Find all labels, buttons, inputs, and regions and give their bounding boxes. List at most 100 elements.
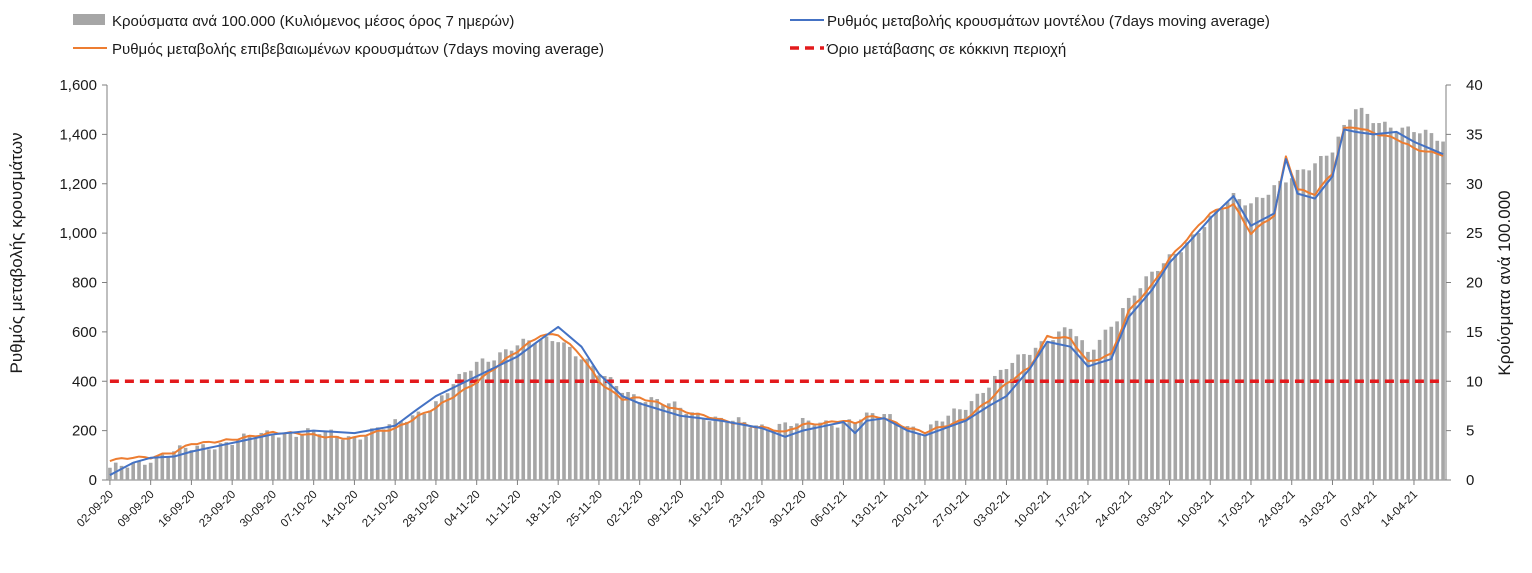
bar — [1388, 127, 1393, 481]
bar — [870, 413, 875, 480]
bar — [1103, 329, 1108, 480]
bar — [1278, 180, 1282, 480]
bar — [1412, 132, 1416, 480]
x-ticks: 02-09-20 09-09-20 16-09-20 23-09-20 30-09-20… — [75, 480, 1420, 530]
bar — [212, 449, 217, 480]
bar — [573, 356, 578, 480]
bar — [300, 434, 304, 480]
bar — [864, 412, 869, 480]
bar — [888, 414, 892, 480]
bar — [812, 425, 817, 480]
bar — [550, 341, 555, 480]
bar — [1150, 271, 1154, 480]
y-tick-label-right: 40 — [1466, 77, 1483, 94]
bar — [177, 445, 182, 480]
bar — [1249, 203, 1253, 480]
bar — [323, 431, 328, 480]
bar — [754, 425, 758, 480]
bar — [527, 340, 531, 480]
bar — [311, 429, 316, 480]
legend-item-confirmed: Ρυθμός μεταβολής επιβεβαιωμένων κρουσμάτ… — [73, 41, 604, 58]
bar — [1284, 182, 1288, 480]
bar — [666, 403, 671, 480]
bar — [486, 361, 491, 480]
x-tick-label: 07-10-20 — [279, 489, 320, 530]
y-tick-label-left: 1,400 — [59, 126, 97, 143]
y-tick-label-right: 25 — [1466, 225, 1483, 242]
bar — [1336, 136, 1341, 480]
bar — [1301, 169, 1306, 480]
bar — [1156, 270, 1160, 480]
bar — [824, 420, 828, 480]
x-tick-label: 06-01-21 — [809, 489, 850, 530]
bar — [1225, 202, 1230, 480]
legend-label-threshold: Όριο μετάβασης σε κόκκινη περιοχή — [826, 41, 1066, 58]
bar — [306, 428, 310, 480]
bar — [1167, 254, 1172, 480]
bar — [678, 407, 683, 480]
bar — [143, 464, 147, 480]
bar — [242, 433, 246, 480]
bar — [364, 436, 368, 480]
bar — [405, 421, 409, 480]
bar — [882, 414, 887, 480]
bar — [1033, 347, 1038, 480]
bar — [771, 430, 776, 480]
bar — [725, 422, 729, 480]
y-tick-label-left: 600 — [72, 324, 97, 341]
bar — [381, 429, 386, 480]
bar — [428, 410, 432, 480]
x-tick-label: 14-04-21 — [1379, 489, 1420, 530]
bar — [602, 376, 607, 480]
bar — [690, 412, 694, 480]
bar — [1423, 129, 1428, 480]
confirmed-line — [109, 126, 1444, 462]
bar — [370, 428, 374, 480]
bar — [556, 342, 560, 480]
bar — [1220, 209, 1224, 481]
x-tick-label: 27-01-21 — [931, 489, 972, 530]
bar — [1010, 362, 1015, 480]
bar — [1115, 321, 1119, 480]
bar — [1243, 205, 1247, 480]
bar — [1313, 163, 1317, 480]
bar — [224, 442, 229, 480]
bar — [585, 358, 590, 480]
bar — [789, 426, 793, 480]
bar — [1324, 155, 1329, 480]
x-tick-label: 03-03-21 — [1135, 489, 1176, 530]
bar — [259, 432, 264, 480]
x-tick-label: 31-03-21 — [1298, 489, 1339, 530]
bar — [1371, 123, 1376, 480]
bar — [393, 419, 397, 480]
x-tick-label: 03-02-21 — [972, 489, 1013, 530]
bar — [731, 420, 735, 480]
bar — [1057, 331, 1061, 480]
bar — [271, 435, 275, 480]
bar — [457, 373, 462, 480]
bar — [835, 427, 840, 480]
bar — [480, 358, 485, 480]
legend-item-threshold: Όριο μετάβασης σε κόκκινη περιοχή — [790, 41, 1066, 58]
bar — [282, 432, 287, 480]
bar — [963, 409, 968, 480]
bar — [1365, 113, 1370, 480]
bar — [538, 339, 543, 480]
x-tick-label: 17-03-21 — [1216, 489, 1257, 530]
bar — [236, 440, 240, 480]
bar — [503, 349, 508, 480]
bar — [253, 437, 258, 480]
bar — [375, 427, 380, 480]
bar — [597, 375, 601, 480]
x-tick-label: 30-09-20 — [238, 489, 279, 530]
bar — [1400, 127, 1405, 480]
bar — [230, 444, 234, 480]
bar — [108, 467, 112, 480]
y-tick-label-right: 30 — [1466, 176, 1483, 193]
x-tick-label: 02-12-20 — [605, 489, 646, 530]
bar — [352, 436, 357, 480]
y-tick-label-right: 20 — [1466, 275, 1483, 292]
x-tick-label: 11-11-20 — [484, 489, 524, 529]
bar — [148, 462, 153, 480]
x-tick-label: 16-12-20 — [686, 489, 727, 530]
